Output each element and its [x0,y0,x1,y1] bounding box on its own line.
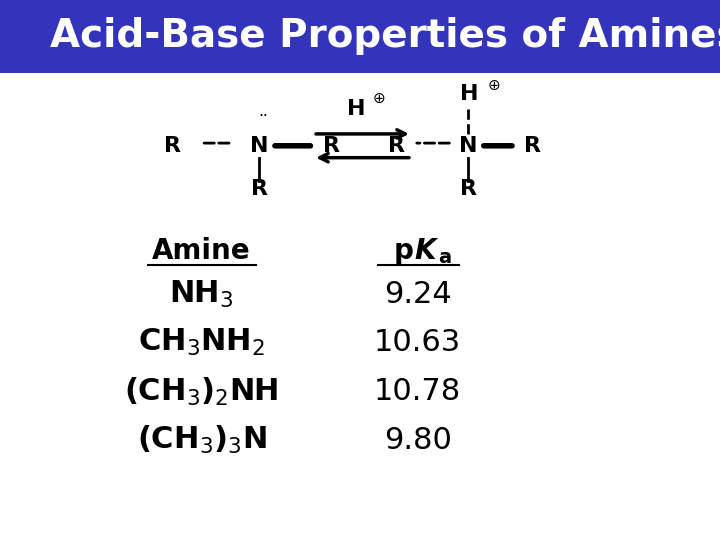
Text: 9.24: 9.24 [384,280,451,309]
FancyBboxPatch shape [0,0,720,73]
Text: N: N [250,136,269,156]
Text: a: a [438,248,451,267]
Text: CH$_3$NH$_2$: CH$_3$NH$_2$ [138,327,265,359]
Text: R: R [323,136,340,156]
Text: K: K [414,237,436,265]
Text: H: H [460,84,479,105]
Text: R: R [387,136,405,156]
Text: 10.78: 10.78 [374,377,462,406]
Text: Acid-Base Properties of Amines: Acid-Base Properties of Amines [50,17,720,56]
Text: ⊕: ⊕ [487,78,500,93]
Text: (CH$_3$)$_3$N: (CH$_3$)$_3$N [137,424,266,456]
Text: H: H [347,99,366,119]
Text: ⊕: ⊕ [373,91,386,106]
Text: p: p [394,237,414,265]
Text: N: N [459,136,477,156]
Text: NH$_3$: NH$_3$ [169,279,234,310]
Text: R: R [459,179,477,199]
Text: ··: ·· [258,109,268,124]
Text: 9.80: 9.80 [384,426,451,455]
Text: Amine: Amine [153,237,251,265]
Text: R: R [164,136,181,156]
Text: R: R [524,136,541,156]
Text: 10.63: 10.63 [374,328,462,357]
Text: R: R [251,179,268,199]
Text: (CH$_3$)$_2$NH: (CH$_3$)$_2$NH [125,375,279,408]
